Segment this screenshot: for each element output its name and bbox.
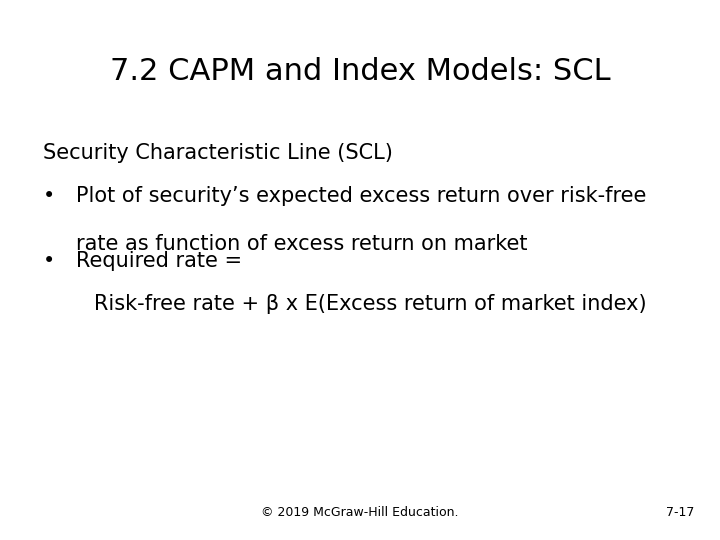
Text: Risk-free rate + β x E(Excess return of market index): Risk-free rate + β x E(Excess return of … xyxy=(94,294,647,314)
Text: Required rate =: Required rate = xyxy=(76,251,242,271)
Text: 7-17: 7-17 xyxy=(667,507,695,519)
Text: Security Characteristic Line (SCL): Security Characteristic Line (SCL) xyxy=(43,143,393,163)
Text: •: • xyxy=(42,186,55,206)
Text: Plot of security’s expected excess return over risk-free: Plot of security’s expected excess retur… xyxy=(76,186,646,206)
Text: •: • xyxy=(42,251,55,271)
Text: © 2019 Mc​Graw-Hill Education.: © 2019 Mc​Graw-Hill Education. xyxy=(261,507,459,519)
Text: 7.2 CAPM and Index Models: SCL: 7.2 CAPM and Index Models: SCL xyxy=(109,57,611,86)
Text: rate as function of excess return on market: rate as function of excess return on mar… xyxy=(76,234,527,254)
